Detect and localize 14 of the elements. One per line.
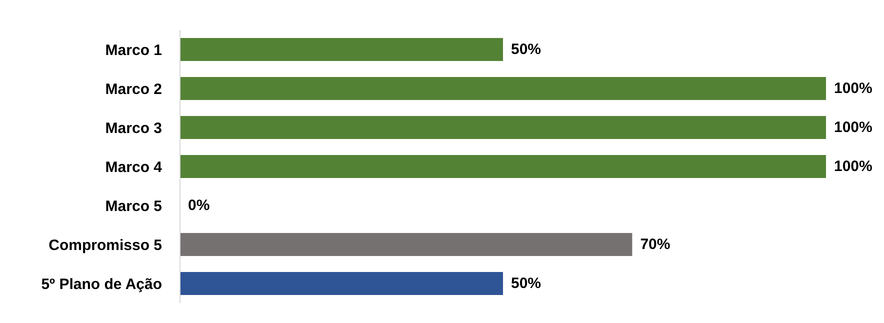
data-label: 100% xyxy=(834,80,872,97)
data-label: 50% xyxy=(511,41,542,58)
data-label: 100% xyxy=(834,158,872,175)
y-tick-label: Marco 2 xyxy=(105,80,162,98)
y-tick-label: Marco 3 xyxy=(105,120,162,137)
y-tick-label: 5º Plano de Ação xyxy=(41,276,162,293)
data-label: 100% xyxy=(834,119,872,136)
y-tick-label: Compromisso 5 xyxy=(48,236,162,254)
data-label: 0% xyxy=(188,197,210,214)
data-label: 70% xyxy=(640,236,670,253)
y-tick-label: Marco 5 xyxy=(105,198,162,215)
y-tick-label: Marco 1 xyxy=(105,42,162,59)
y-tick-label: Marco 4 xyxy=(105,158,163,176)
data-label: 50% xyxy=(511,275,542,292)
